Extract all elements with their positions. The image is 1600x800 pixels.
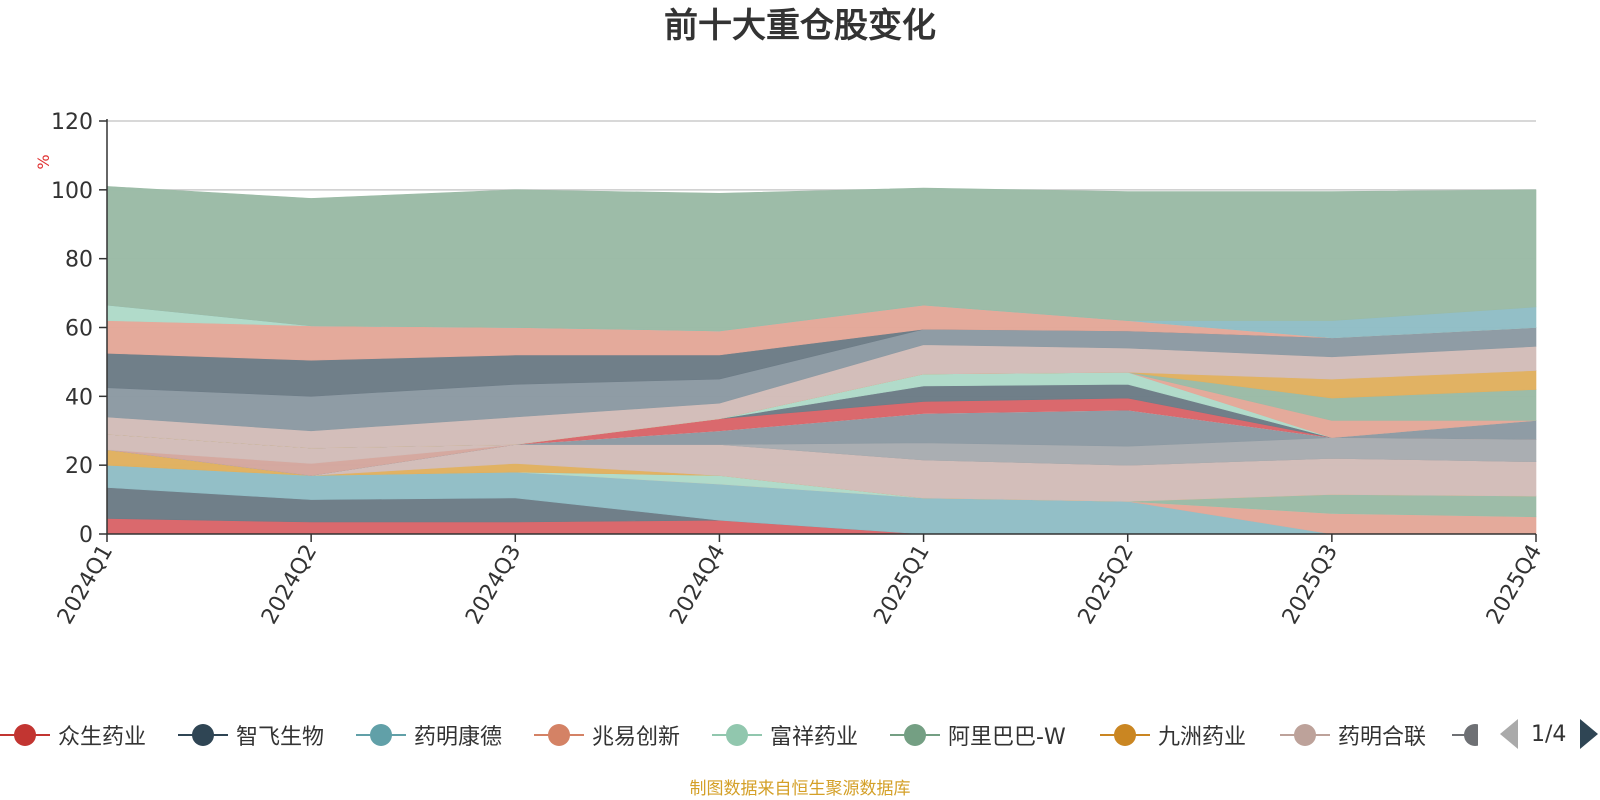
legend-swatch [0,715,50,755]
y-tick-label: 120 [51,110,93,135]
legend-swatch [534,715,584,755]
y-tick-label: 80 [65,248,93,273]
legend-item-partial[interactable] [1452,715,1478,755]
chart-title: 前十大重仓股变化 [664,6,936,46]
y-tick-label: 0 [79,523,93,548]
legend-label: 阿里巴巴-W [948,725,1066,750]
legend-item[interactable]: 药明合联 [1280,715,1426,755]
legend-label: 药明康德 [414,725,503,750]
legend-next-page-button[interactable] [1580,719,1598,749]
y-tick-label: 20 [65,454,93,479]
legend-item[interactable]: 众生药业 [0,715,146,755]
x-tick-label: 2024Q2 [257,541,322,629]
area-layer [106,186,1537,535]
legend-swatch [356,715,406,755]
source-note: 制图数据来自恒生聚源数据库 [689,779,911,799]
legend-swatch [1280,715,1330,755]
legend-label: 药明合联 [1338,725,1427,750]
legend-item[interactable]: 富祥药业 [712,715,858,755]
legend-label: 兆易创新 [592,725,681,750]
legend-prev-page-button[interactable] [1500,719,1518,749]
x-tick-label: 2024Q1 [53,541,118,629]
legend: 众生药业 智飞生物 药明康德 兆易创新 富祥药业 阿里巴巴-W 九洲药业 药明合联 [0,715,1600,755]
x-tick-label: 2025Q2 [1074,541,1139,629]
y-axis-label: % [34,154,53,169]
legend-swatch [712,715,762,755]
legend-item[interactable]: 阿里巴巴-W [890,715,1066,755]
y-tick-label: 100 [51,179,93,204]
legend-label: 富祥药业 [770,725,859,750]
legend-label: 九洲药业 [1158,725,1247,750]
legend-item[interactable]: 智飞生物 [178,715,324,755]
legend-swatch [178,715,228,755]
x-tick-label: 2025Q4 [1482,541,1547,629]
legend-item[interactable]: 九洲药业 [1100,715,1246,755]
x-tick-label: 2024Q3 [461,541,526,629]
legend-item[interactable]: 药明康德 [356,715,502,755]
legend-swatch [1100,715,1150,755]
legend-label: 智飞生物 [236,725,325,750]
legend-item[interactable]: 兆易创新 [534,715,680,755]
area-series-28 [106,186,1537,332]
x-tick-label: 2024Q4 [665,541,730,629]
y-tick-label: 40 [65,385,93,410]
legend-swatch [890,715,940,755]
y-tick-label: 60 [65,317,93,342]
x-tick-label: 2025Q1 [869,541,934,629]
legend-page-indicator: 1/4 [1531,722,1567,747]
stacked-area-chart: 0 20 40 60 80 100 120% 2024Q1 2024Q2 2024Q3 2024Q4… [34,110,1547,629]
legend-label: 众生药业 [58,725,147,750]
x-tick-label: 2025Q3 [1278,541,1343,629]
